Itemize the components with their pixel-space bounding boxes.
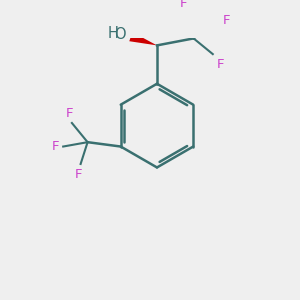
Text: O: O (114, 27, 126, 42)
Text: F: F (179, 0, 187, 10)
Text: H: H (108, 26, 118, 41)
Text: F: F (65, 106, 73, 119)
Polygon shape (129, 32, 157, 45)
Text: F: F (75, 168, 82, 181)
Text: F: F (222, 14, 230, 27)
Text: F: F (216, 58, 224, 70)
Text: F: F (51, 140, 59, 153)
